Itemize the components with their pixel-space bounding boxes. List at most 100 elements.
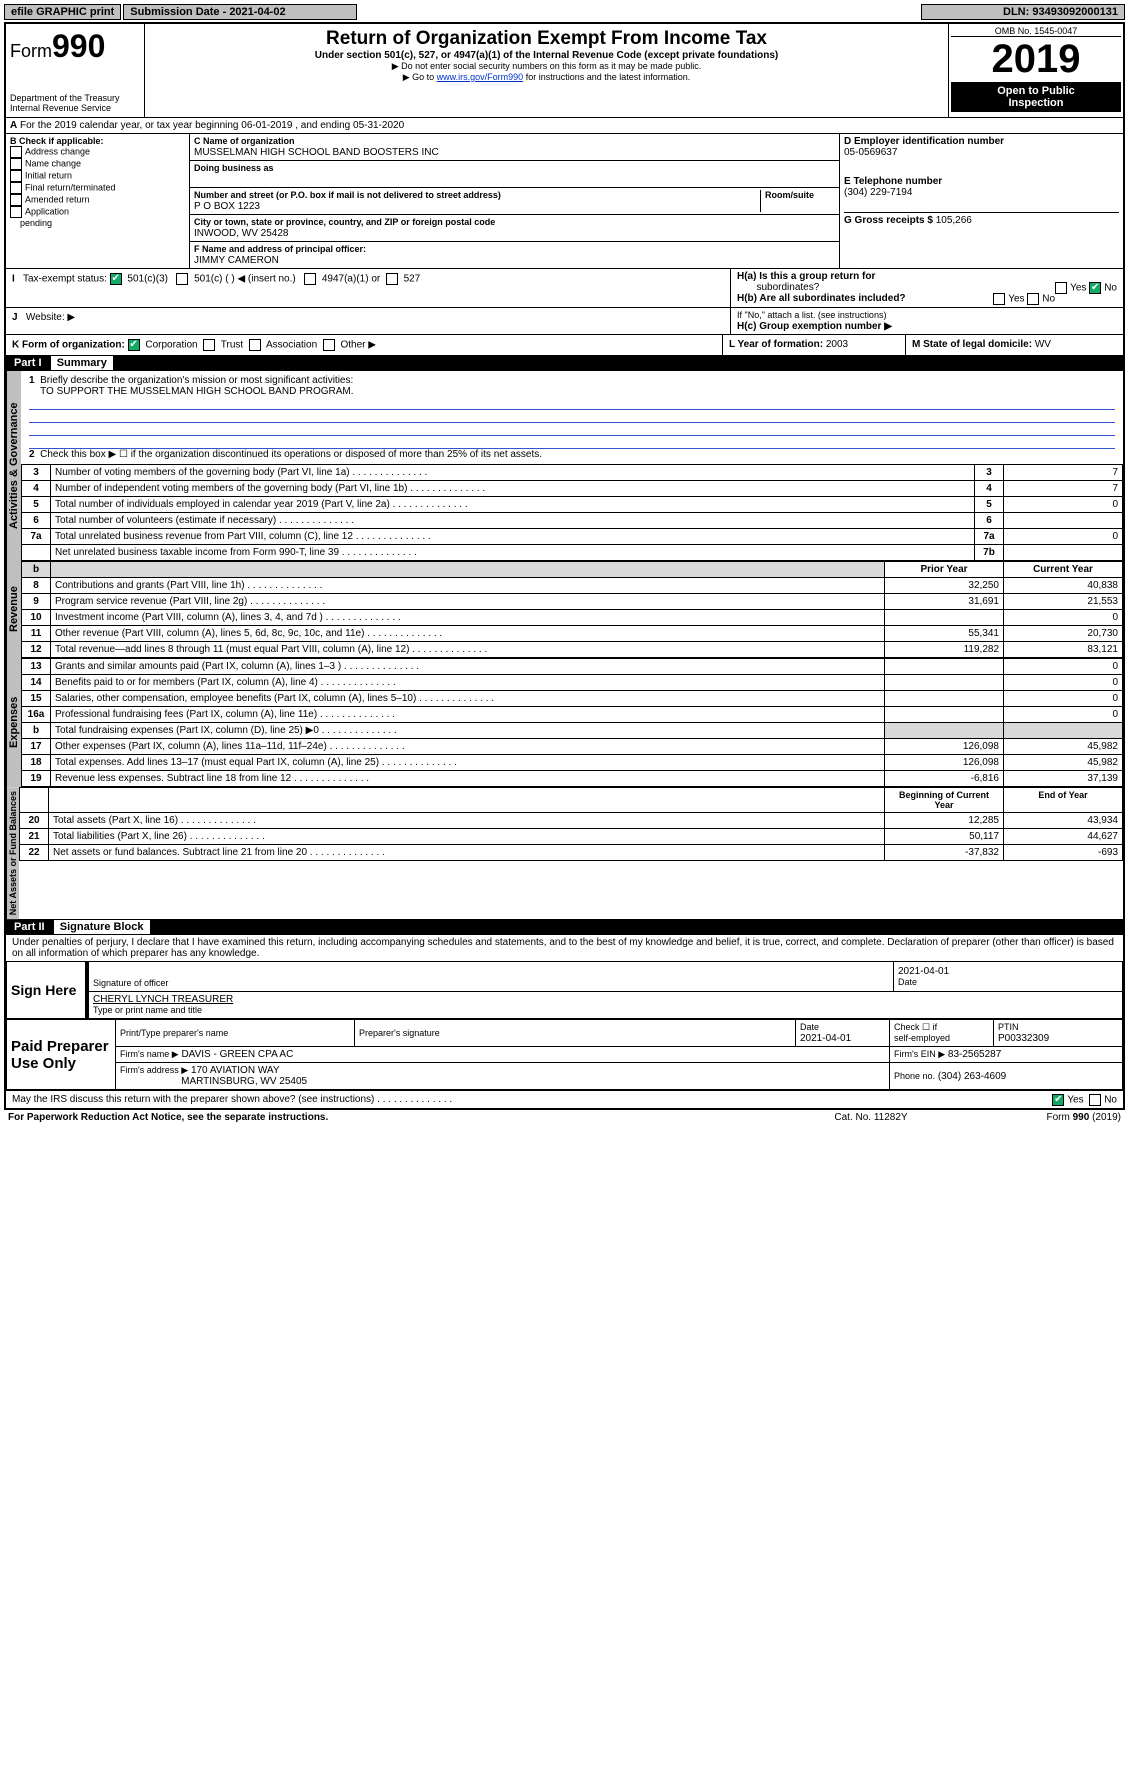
header-row: Form990 Department of the Treasury Inter… (6, 24, 1123, 117)
sig-date-val: 2021-04-01 (898, 966, 949, 977)
gross-lbl: G Gross receipts $ (844, 215, 933, 226)
hb-no[interactable] (1027, 293, 1039, 305)
discuss-no-lbl: No (1104, 1095, 1117, 1106)
firm-val: DAVIS - GREEN CPA AC (181, 1049, 293, 1060)
inspection-label: Inspection (1008, 97, 1063, 109)
hb-yes-lbl: Yes (1008, 294, 1024, 305)
officer-name: JIMMY CAMERON (194, 255, 279, 266)
cb-app[interactable] (10, 206, 22, 218)
expense-block: Expenses 13Grants and similar amounts pa… (6, 658, 1123, 787)
prep-col4a: Check ☐ if (894, 1022, 937, 1032)
ha-yes-lbl: Yes (1070, 283, 1086, 294)
efile-btn[interactable]: efile GRAPHIC print (4, 4, 121, 20)
cb-address[interactable] (10, 146, 22, 158)
ptin-val: P00332309 (998, 1033, 1049, 1044)
street-val: P O BOX 1223 (194, 201, 260, 212)
goto-pre: ▶ Go to (403, 72, 437, 82)
ha-yes[interactable] (1055, 282, 1067, 294)
org-name: MUSSELMAN HIGH SCHOOL BAND BOOSTERS INC (194, 147, 439, 158)
prep-col4: self-employed (894, 1033, 950, 1043)
tax-year: 2019 (951, 37, 1121, 82)
preparer-table: Paid Preparer Use Only Print/Type prepar… (6, 1019, 1123, 1090)
cb-address-lbl: Address change (25, 146, 90, 156)
phone-val: (304) 263-4609 (938, 1071, 1006, 1082)
footer-q: May the IRS discuss this return with the… (6, 1090, 1123, 1108)
prep-col3: Date (800, 1022, 819, 1032)
cb-501c3[interactable]: ✔ (110, 273, 122, 285)
k-lbl: K Form of organization: (12, 340, 125, 351)
j-lbl: Website: ▶ (26, 312, 75, 323)
dba-lbl: Doing business as (194, 163, 274, 173)
ha2-lbl: subordinates? (756, 282, 819, 293)
irs-label: Internal Revenue Service (10, 103, 140, 113)
footer-q-text: May the IRS discuss this return with the… (12, 1094, 374, 1105)
i-lbl: Tax-exempt status: (23, 274, 107, 285)
cb-final[interactable] (10, 182, 22, 194)
tab-expenses: Expenses (6, 658, 21, 787)
ein-val: 05-0569637 (844, 147, 897, 158)
hb-yes[interactable] (993, 293, 1005, 305)
balance-block: Net Assets or Fund Balances Beginning of… (6, 787, 1123, 919)
part-i-sub: Summary (51, 356, 113, 370)
cb-pending-lbl: pending (20, 218, 52, 228)
part-i-bar: Part I Summary (6, 355, 1123, 371)
page-footer: For Paperwork Reduction Act Notice, see … (4, 1110, 1125, 1125)
j-area: J Website: ▶ If "No," attach a list. (se… (6, 307, 1123, 334)
cb-final-lbl: Final return/terminated (25, 182, 116, 192)
hc-lbl: H(c) Group exemption number ▶ (737, 321, 892, 332)
city-val: INWOOD, WV 25428 (194, 228, 288, 239)
prep-date: 2021-04-01 (800, 1033, 851, 1044)
goto-link[interactable]: www.irs.gov/Form990 (437, 72, 524, 82)
discuss-yes[interactable]: ✔ (1052, 1094, 1064, 1106)
m-lbl: M State of legal domicile: (912, 339, 1032, 350)
gov-table: 3Number of voting members of the governi… (21, 464, 1123, 561)
discuss-no[interactable] (1089, 1094, 1101, 1106)
cb-other[interactable] (323, 339, 335, 351)
col-b: B Check if applicable: Address change Na… (6, 134, 190, 268)
prep-col2: Preparer's signature (359, 1028, 440, 1038)
sig-date-lbl: Date (898, 977, 917, 987)
sign-here-lbl: Sign Here (7, 962, 88, 1019)
prep-title: Paid Preparer Use Only (7, 1020, 116, 1090)
perjury-text: Under penalties of perjury, I declare th… (6, 935, 1123, 961)
cb-501c[interactable] (176, 273, 188, 285)
open-label: Open to Public (997, 85, 1075, 97)
prep-col1: Print/Type preparer's name (120, 1028, 228, 1038)
k-trust: Trust (221, 340, 243, 351)
part-i-title: Part I (14, 357, 42, 369)
ha-no[interactable]: ✔ (1089, 282, 1101, 294)
i-527: 527 (404, 274, 421, 285)
cb-initial[interactable] (10, 170, 22, 182)
cb-name[interactable] (10, 158, 22, 170)
cb-trust[interactable] (203, 339, 215, 351)
revenue-block: Revenue b Prior Year Current Year 8Contr… (6, 561, 1123, 658)
ein-lbl: D Employer identification number (844, 136, 1004, 147)
cb-527[interactable] (386, 273, 398, 285)
hdr-prior: Prior Year (885, 562, 1004, 578)
submission-date-box: Submission Date - 2021-04-02 (123, 4, 357, 20)
ha-lbl: H(a) Is this a group return for (737, 271, 875, 282)
part-ii-bar: Part II Signature Block (6, 919, 1123, 935)
i-a1: 4947(a)(1) or (322, 274, 380, 285)
header-left: Form990 Department of the Treasury Inter… (6, 24, 145, 117)
tax-year-span: For the 2019 calendar year, or tax year … (20, 120, 404, 131)
tab-revenue: Revenue (6, 561, 21, 658)
l-val: 2003 (826, 339, 848, 350)
street-lbl: Number and street (or P.O. box if mail i… (194, 190, 501, 200)
cb-app-lbl: Application (25, 206, 69, 216)
tab-governance: Activities & Governance (6, 371, 21, 561)
cb-assoc[interactable] (249, 339, 261, 351)
top-toolbar: efile GRAPHIC print Submission Date - 20… (4, 4, 1125, 20)
tel-lbl: E Telephone number (844, 176, 942, 187)
i-c3: 501(c)(3) (127, 274, 168, 285)
cb-amended-lbl: Amended return (25, 194, 90, 204)
officer-lbl: F Name and address of principal officer: (194, 244, 366, 254)
city-lbl: City or town, state or province, country… (194, 217, 495, 227)
k-other: Other ▶ (340, 340, 375, 351)
cb-corp[interactable]: ✔ (128, 339, 140, 351)
cb-amended[interactable] (10, 194, 22, 206)
i-c: 501(c) ( ) ◀ (insert no.) (194, 274, 296, 285)
cb-4947[interactable] (304, 273, 316, 285)
form-footer: Form 990 (2019) (971, 1112, 1121, 1123)
dln-box: DLN: 93493092000131 (921, 4, 1125, 20)
